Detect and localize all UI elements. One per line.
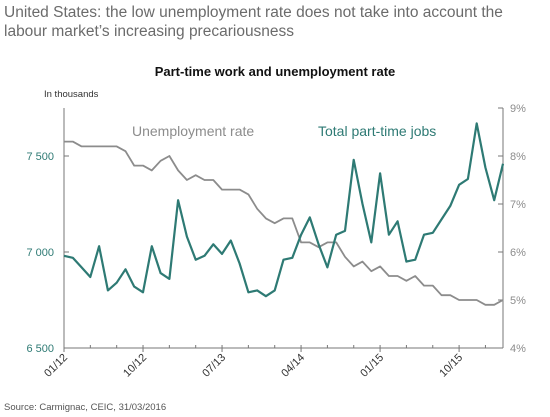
right-axis-tick-label: 9% bbox=[510, 103, 526, 115]
part-time-jobs-line bbox=[63, 122, 505, 298]
series-lines bbox=[63, 122, 505, 306]
series-label-part-time: Total part-time jobs bbox=[318, 123, 436, 139]
axes: 6 500 7 000 7 500 4% 5% 6% 7% 8% 9% 01/12 10/12 07/… bbox=[26, 103, 526, 380]
headline: United States: the low unemployment rate… bbox=[4, 4, 503, 40]
x-axis-tick-label: 01/12 bbox=[42, 352, 70, 380]
x-axis-tick-label: 01/15 bbox=[358, 352, 386, 380]
unemployment-rate-line bbox=[64, 140, 504, 306]
left-axis-tick-label: 7 000 bbox=[26, 247, 54, 259]
right-axis-tick-label: 5% bbox=[510, 295, 526, 307]
x-axis-tick-label: 10/12 bbox=[121, 352, 149, 380]
left-axis-tick-label: 6 500 bbox=[26, 343, 54, 355]
right-axis-tick-label: 4% bbox=[510, 343, 526, 355]
series-label-unemployment: Unemployment rate bbox=[132, 123, 254, 139]
chart-title: Part-time work and unemployment rate bbox=[154, 64, 396, 79]
right-axis-tick-label: 6% bbox=[510, 247, 526, 259]
x-axis-tick-label: 10/15 bbox=[437, 352, 465, 380]
unit-label: In thousands bbox=[44, 89, 99, 100]
x-axis-tick-label: 07/13 bbox=[200, 352, 228, 380]
source-note: Source: Carmignac, CEIC, 31/03/2016 bbox=[4, 402, 167, 413]
right-axis-tick-label: 7% bbox=[510, 199, 526, 211]
right-axis-tick-label: 8% bbox=[510, 151, 526, 163]
x-axis-tick-label: 04/14 bbox=[279, 352, 307, 380]
left-axis-tick-label: 7 500 bbox=[26, 151, 54, 163]
